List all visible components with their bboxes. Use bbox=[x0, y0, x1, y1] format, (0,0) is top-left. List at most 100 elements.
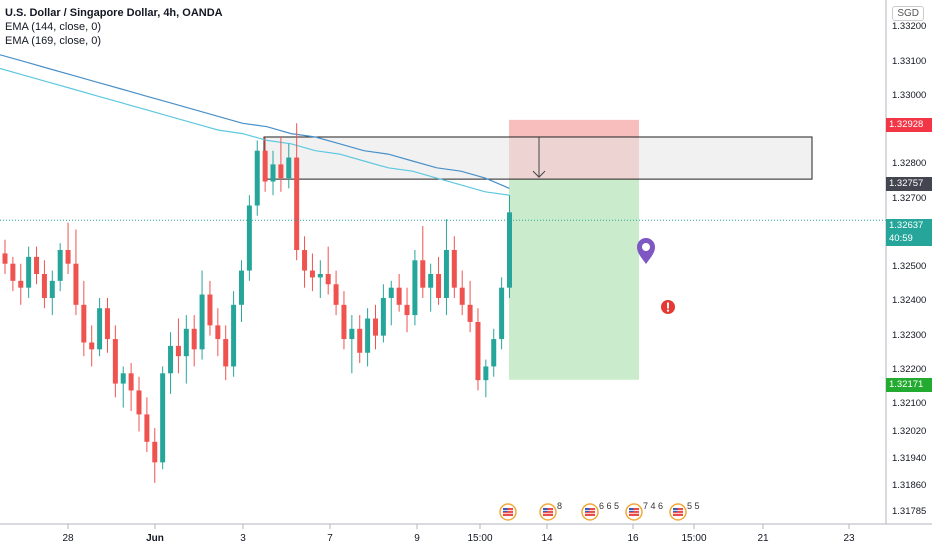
candle-body bbox=[152, 441, 158, 463]
candle-body bbox=[57, 250, 63, 281]
candle-body bbox=[483, 366, 489, 381]
candle-body bbox=[278, 164, 284, 179]
candle bbox=[136, 376, 142, 432]
candle bbox=[49, 270, 55, 316]
flag-canton bbox=[543, 508, 548, 512]
supply-zone-rect bbox=[263, 136, 813, 180]
candle-body bbox=[112, 339, 118, 384]
candle-body bbox=[136, 390, 142, 415]
countdown-tag: 40:59 bbox=[886, 232, 932, 246]
candle-body bbox=[380, 297, 386, 336]
candle bbox=[65, 222, 71, 274]
candle bbox=[467, 280, 473, 333]
current-price-tag: 1.32637 bbox=[886, 219, 932, 233]
ema-144-line bbox=[0, 67, 510, 196]
candle-body bbox=[270, 164, 276, 182]
candle bbox=[333, 270, 339, 316]
price-tick-label: 1.32200 bbox=[892, 363, 927, 375]
time-tick-label: Jun bbox=[146, 533, 164, 544]
candle-body bbox=[372, 318, 378, 336]
candle-body bbox=[97, 308, 103, 350]
candle-body bbox=[499, 287, 505, 340]
candle-body bbox=[412, 260, 418, 316]
flag-canton bbox=[629, 508, 634, 512]
flag-canton bbox=[673, 508, 678, 512]
candle-body bbox=[73, 263, 79, 305]
location-pin-icon bbox=[637, 238, 655, 264]
pin-hole bbox=[642, 243, 650, 251]
candle bbox=[26, 246, 32, 298]
candle bbox=[97, 297, 103, 357]
candle-body bbox=[475, 321, 481, 381]
candle bbox=[499, 277, 505, 350]
chart-grid bbox=[67, 524, 850, 529]
event-flag-icon: 8 bbox=[539, 501, 562, 521]
candle bbox=[436, 256, 442, 305]
candle bbox=[483, 359, 489, 398]
time-tick-label: 21 bbox=[757, 533, 769, 544]
flag-canton bbox=[503, 508, 508, 512]
candle-body bbox=[89, 342, 95, 350]
candle bbox=[18, 263, 24, 305]
candle bbox=[73, 229, 79, 316]
alert-icon bbox=[661, 300, 675, 314]
symbol-title[interactable]: U.S. Dollar / Singapore Dollar, 4h, OAND… bbox=[5, 7, 223, 19]
candle bbox=[152, 428, 158, 483]
candle-body bbox=[420, 260, 426, 288]
indicator-ema-169[interactable]: EMA (169, close, 0) bbox=[5, 35, 101, 47]
take-profit-zone bbox=[509, 179, 639, 380]
entry-price-tag: 1.32757 bbox=[886, 177, 932, 191]
time-tick-label: 15:00 bbox=[681, 533, 707, 544]
indicator-ema-144[interactable]: EMA (144, close, 0) bbox=[5, 21, 101, 33]
candle bbox=[57, 243, 63, 292]
candle bbox=[2, 239, 8, 274]
candle-body bbox=[160, 373, 166, 463]
price-tick-label: 1.31860 bbox=[892, 480, 927, 492]
candle-body bbox=[443, 250, 449, 298]
candle-body bbox=[262, 150, 268, 182]
event-flag-icon bbox=[499, 503, 517, 521]
flag-stripes bbox=[673, 508, 683, 516]
candle bbox=[396, 273, 402, 312]
candle bbox=[270, 150, 276, 196]
time-tick-label: 7 bbox=[327, 533, 333, 544]
price-tick-label: 1.32800 bbox=[892, 158, 927, 170]
price-tick-label: 1.32400 bbox=[892, 295, 927, 307]
candle-body bbox=[2, 253, 8, 264]
candle bbox=[89, 325, 95, 367]
candle-body bbox=[199, 294, 205, 350]
candle-body bbox=[286, 157, 292, 179]
candle-body bbox=[396, 287, 402, 305]
candle-body bbox=[144, 414, 150, 442]
candle bbox=[428, 263, 434, 312]
candle bbox=[223, 325, 229, 381]
flag-canton bbox=[585, 508, 590, 512]
alert-dot bbox=[666, 309, 670, 312]
candle bbox=[491, 328, 497, 377]
candle bbox=[175, 318, 181, 374]
candle-body bbox=[341, 304, 347, 340]
candle-body bbox=[365, 318, 371, 353]
candle bbox=[128, 363, 134, 411]
candle bbox=[372, 304, 378, 350]
flag-stripes bbox=[629, 508, 639, 516]
candle-body bbox=[491, 339, 497, 367]
price-tick-label: 1.32100 bbox=[892, 398, 927, 410]
candle-body bbox=[459, 287, 465, 305]
candle bbox=[365, 308, 371, 367]
candle-body bbox=[349, 328, 355, 340]
candle bbox=[199, 270, 205, 360]
candle bbox=[34, 246, 40, 285]
time-tick-label: 23 bbox=[843, 533, 855, 544]
candle bbox=[238, 260, 244, 322]
price-tick-label: 1.32300 bbox=[892, 329, 927, 341]
position-zones[interactable] bbox=[263, 119, 813, 380]
event-flag-icon: 6 6 5 bbox=[581, 501, 619, 521]
flag-stripes bbox=[585, 508, 595, 516]
candle-body bbox=[404, 304, 410, 316]
candle-body bbox=[168, 345, 174, 374]
currency-badge[interactable]: SGD bbox=[892, 6, 924, 21]
candle-body bbox=[49, 280, 55, 298]
candle bbox=[420, 226, 426, 298]
